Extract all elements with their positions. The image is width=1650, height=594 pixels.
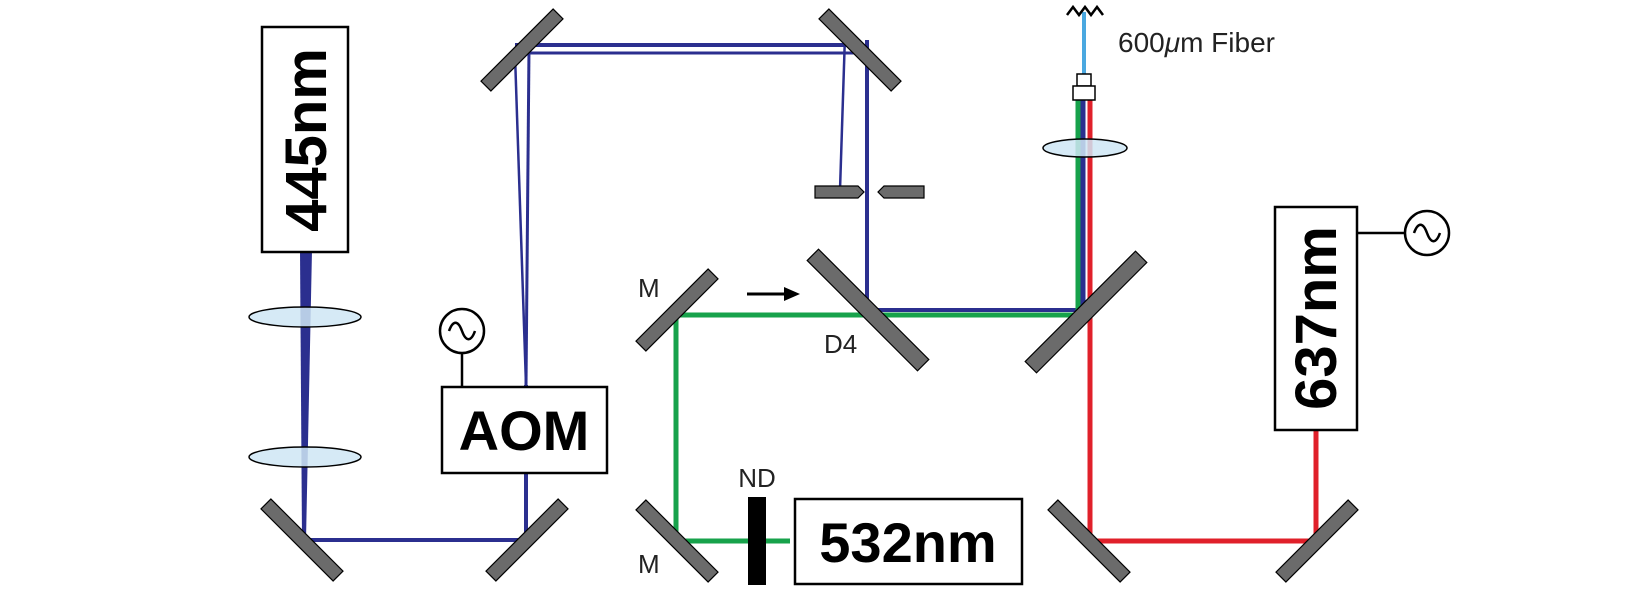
mirror-445-bottom xyxy=(260,498,344,582)
blue-beam-first-order-up xyxy=(513,54,528,386)
direction-arrow-icon xyxy=(747,287,800,301)
laser-445-box xyxy=(260,25,350,254)
mirror-637-bottom-right xyxy=(1275,499,1359,583)
fiber-label: 600μm Fiber xyxy=(1118,27,1275,58)
laser-532-label: 532nm xyxy=(819,511,996,574)
laser-445-label: 445nm xyxy=(274,48,339,232)
blue-beam-focus xyxy=(300,250,312,540)
laser-637-label: 637nm xyxy=(1284,226,1349,410)
fiber xyxy=(1066,4,1104,101)
iris-left-blade xyxy=(814,185,865,199)
lenses xyxy=(248,138,1128,468)
fiber-connector-top xyxy=(1076,73,1092,87)
mirror-top-right xyxy=(818,8,902,92)
fiber-connector-bottom xyxy=(1072,85,1096,101)
laser-637-box xyxy=(1273,205,1359,432)
laser-532-box xyxy=(793,497,1024,586)
blue-beam-zero-order-up xyxy=(524,47,531,386)
mirror-m-top xyxy=(635,268,719,352)
laser-637-rf-source xyxy=(1357,209,1451,257)
dichroic-d4 xyxy=(806,248,930,372)
lens-2 xyxy=(248,446,362,468)
nd-filter-label: ND xyxy=(738,463,776,493)
fiber-break-icon xyxy=(1066,4,1104,18)
iris-right-blade xyxy=(877,185,925,199)
mirror-aom-bottom xyxy=(485,498,569,582)
dichroic-label: D4 xyxy=(824,329,857,359)
mirror-637-bottom-left xyxy=(1047,499,1131,583)
mirror-m-top-label: M xyxy=(638,273,660,303)
aom-box xyxy=(440,385,609,475)
lens-fiber-coupler xyxy=(1042,138,1128,158)
blue-beam-blocked xyxy=(838,34,847,191)
lens-1 xyxy=(248,306,362,328)
iris xyxy=(814,185,925,199)
nd-filter xyxy=(748,497,766,585)
mirror-m-bottom-label: M xyxy=(638,549,660,579)
aom-rf-source xyxy=(438,307,486,387)
dichroic-combiner xyxy=(1024,250,1148,374)
mirror-top-left xyxy=(480,8,564,92)
aom-label: AOM xyxy=(459,399,590,462)
mirrors xyxy=(260,8,1359,583)
mirror-m-bottom xyxy=(635,499,719,583)
